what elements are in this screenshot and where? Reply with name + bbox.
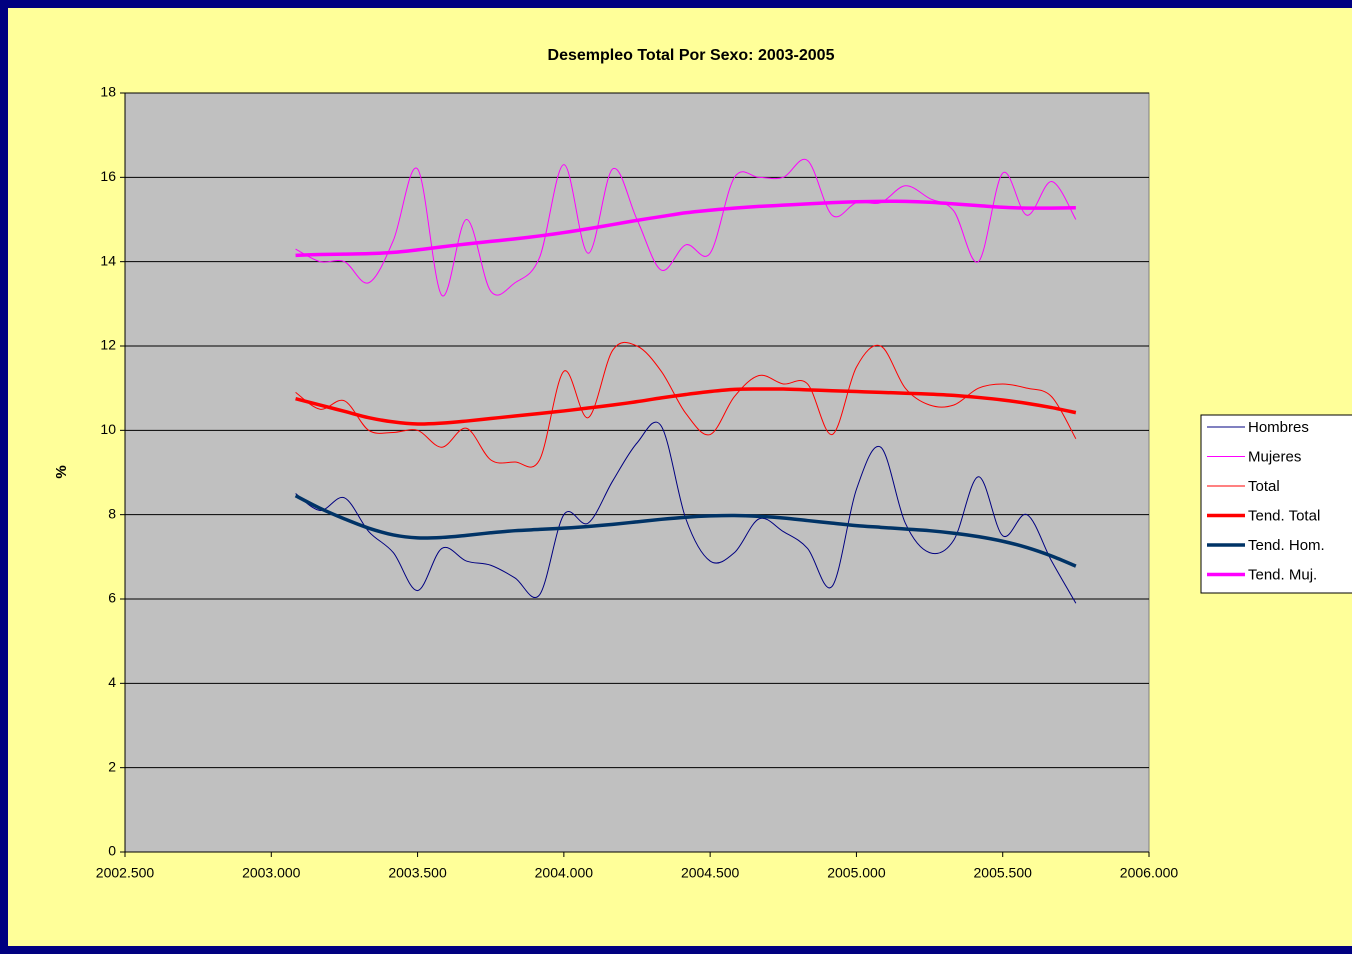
y-tick-label: 10 bbox=[100, 421, 116, 437]
x-tick-label: 2004.000 bbox=[535, 865, 594, 881]
legend-label: Tend. Muj. bbox=[1248, 566, 1317, 583]
y-axis-label: % bbox=[53, 465, 70, 478]
legend-label: Tend. Hom. bbox=[1248, 537, 1325, 554]
y-tick-label: 0 bbox=[108, 843, 116, 859]
y-tick-label: 12 bbox=[100, 337, 116, 353]
series-line bbox=[295, 421, 1077, 604]
legend-label: Tend. Total bbox=[1248, 507, 1320, 524]
y-tick-label: 6 bbox=[108, 590, 116, 606]
series-line bbox=[295, 341, 1077, 468]
series-line bbox=[295, 387, 1077, 426]
x-tick-label: 2002.500 bbox=[96, 865, 155, 881]
y-tick-label: 8 bbox=[108, 505, 116, 521]
legend-box bbox=[1200, 414, 1352, 594]
legend-label: Total bbox=[1248, 478, 1280, 495]
y-tick-label: 4 bbox=[108, 674, 116, 690]
x-tick-label: 2003.000 bbox=[242, 865, 301, 881]
y-tick-label: 18 bbox=[100, 84, 116, 100]
x-tick-label: 2004.500 bbox=[681, 865, 740, 881]
x-tick-label: 2003.500 bbox=[388, 865, 447, 881]
legend-label: Hombres bbox=[1248, 419, 1309, 436]
y-tick-label: 2 bbox=[108, 758, 116, 774]
x-tick-label: 2005.500 bbox=[974, 865, 1033, 881]
series-line bbox=[295, 199, 1076, 258]
x-tick-label: 2005.000 bbox=[827, 865, 886, 881]
y-tick-label: 16 bbox=[100, 168, 116, 184]
x-tick-label: 2006.000 bbox=[1120, 865, 1179, 881]
legend-label: Mujeres bbox=[1248, 448, 1301, 465]
series-line bbox=[294, 494, 1077, 568]
chart-title: Desempleo Total Por Sexo: 2003-2005 bbox=[548, 47, 835, 64]
y-tick-label: 14 bbox=[100, 252, 116, 268]
